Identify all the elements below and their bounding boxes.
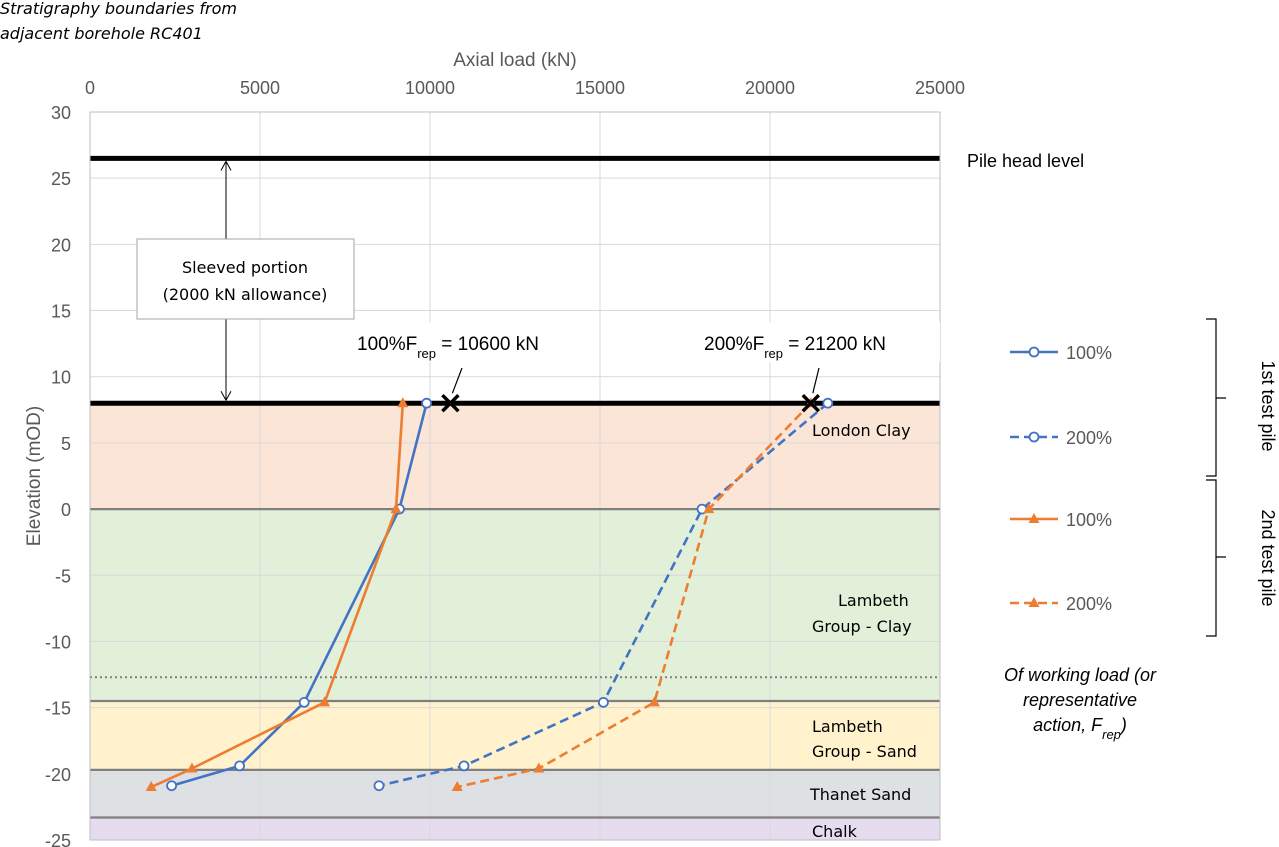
data-point <box>533 762 545 773</box>
callout-text-0: 100%Frep = 10600 kN <box>357 334 539 361</box>
reference-lines <box>89 111 941 841</box>
top-note-line-2: adjacent borehole RC401 <box>0 24 203 43</box>
data-point <box>166 780 178 792</box>
legend-entry-2: 100% <box>1010 510 1112 530</box>
legend-entry-0: 100% <box>1010 343 1112 363</box>
y-tick-label: 10 <box>51 368 71 388</box>
legend-entry-3: 200% <box>1010 594 1112 614</box>
stratum-label-london-clay: London Clay <box>812 421 911 440</box>
data-point <box>145 781 157 792</box>
pile-head-label: Pile head level <box>967 151 1084 171</box>
data-point <box>390 503 402 514</box>
x-tick-label: 25000 <box>915 78 965 98</box>
top-note-line-1: Stratigraphy boundaries from <box>0 0 237 18</box>
legend-marker <box>1028 513 1040 523</box>
y-tick-label: 25 <box>51 169 71 189</box>
stratum-label-lambeth-sand-2: Group - Sand <box>812 742 917 761</box>
y-tick-label: -5 <box>55 566 71 586</box>
legend-label: 100% <box>1066 343 1112 363</box>
x-tick-label: 5000 <box>240 78 280 98</box>
x-tick-label: 0 <box>85 78 95 98</box>
stratum-label-lambeth-clay-1: Lambeth <box>838 591 909 610</box>
callout-box-1 <box>690 322 940 362</box>
stratum-band-2 <box>90 701 940 770</box>
stratum-band-1 <box>90 509 940 702</box>
legend-label: 200% <box>1066 594 1112 614</box>
data-point <box>298 696 310 708</box>
pile-group-label-second: 2nd test pile <box>1258 509 1278 606</box>
legend-label: 200% <box>1066 428 1112 448</box>
stratum-label-chalk: Chalk <box>812 822 858 841</box>
callout-leader-0 <box>451 367 463 394</box>
data-point <box>397 397 409 408</box>
legend-entry-1: 200% <box>1010 428 1112 448</box>
stratum-label-lambeth-sand-1: Lambeth <box>812 717 883 736</box>
y-tick-label: 15 <box>51 302 71 322</box>
data-point <box>598 696 609 708</box>
data-point <box>648 696 660 707</box>
legend-note-line-2: representative <box>1023 690 1137 710</box>
legend-marker <box>1028 597 1040 607</box>
y-axis-title: Elevation (mOD) <box>24 406 45 546</box>
legend-marker <box>1028 431 1040 443</box>
sleeve-arrow-head-top <box>220 160 232 171</box>
callout-x-mark-1 <box>801 393 821 413</box>
bracket-second-pile <box>1206 479 1226 637</box>
stratum-label-lambeth-clay-2: Group - Clay <box>812 617 912 636</box>
plot-border <box>89 111 941 841</box>
sleeve-annotation-line-2: (2000 kN allowance) <box>163 285 328 304</box>
callout-box-0 <box>345 322 575 362</box>
bracket-first-pile <box>1206 318 1226 477</box>
legend-marker <box>1028 346 1040 358</box>
y-tick-label: 30 <box>51 103 71 123</box>
y-tick-label: -10 <box>45 632 71 652</box>
data-point <box>373 780 385 792</box>
sleeve-arrow-head-bottom <box>220 390 232 402</box>
series-2 <box>145 397 409 792</box>
y-tick-label: -20 <box>45 765 71 785</box>
sleeve-annotation-box <box>136 238 355 320</box>
data-point <box>451 781 463 792</box>
legend-note-line-1: Of working load (or <box>1004 665 1157 685</box>
y-tick-label: 20 <box>51 235 71 255</box>
callout-text-1: 200%Frep = 21200 kN <box>704 334 886 361</box>
x-axis-title: Axial load (kN) <box>453 50 577 71</box>
y-tick-label: 0 <box>61 500 71 520</box>
data-point <box>319 696 331 707</box>
data-point <box>421 397 433 409</box>
stratum-band-0 <box>90 403 940 510</box>
stratum-label-thanet-sand: Thanet Sand <box>809 785 911 804</box>
x-tick-label: 10000 <box>405 78 455 98</box>
legend-label: 100% <box>1066 510 1112 530</box>
series-0 <box>166 397 433 792</box>
y-tick-label: -25 <box>45 831 71 847</box>
sleeve-annotation-line-1: Sleeved portion <box>182 258 308 277</box>
data-point <box>186 762 198 773</box>
stratum-band-3 <box>90 769 940 818</box>
legend-note-line-3: action, Frep) <box>1033 715 1127 742</box>
x-tick-label: 15000 <box>575 78 625 98</box>
callout-leader-1 <box>812 367 820 394</box>
series-1 <box>373 397 834 792</box>
x-tick-label: 20000 <box>745 78 795 98</box>
data-point <box>458 760 470 772</box>
stratum-band-4 <box>90 817 940 840</box>
series-layer <box>145 397 834 792</box>
data-point <box>822 397 834 409</box>
strata-layer <box>90 112 940 840</box>
data-point <box>234 760 246 772</box>
pile-group-label-first: 1st test pile <box>1258 360 1278 451</box>
series-line-3 <box>456 402 812 789</box>
data-point <box>703 503 715 514</box>
callout-x-mark-0 <box>441 393 460 413</box>
y-tick-label: 5 <box>61 434 71 454</box>
y-tick-label: -15 <box>45 699 71 719</box>
